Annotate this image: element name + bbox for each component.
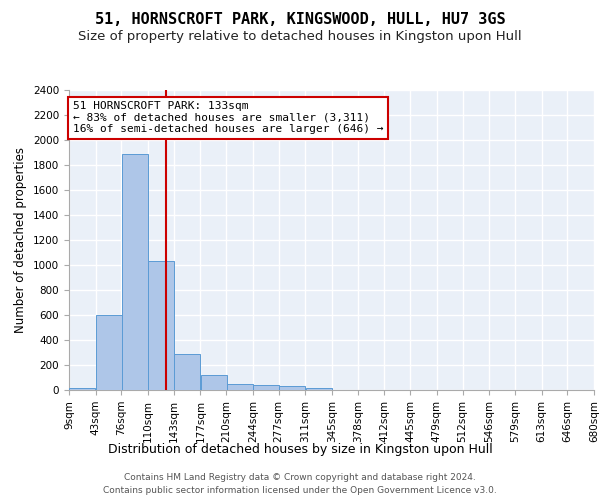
- Bar: [279, 386, 305, 390]
- Bar: [201, 375, 227, 390]
- Text: Contains public sector information licensed under the Open Government Licence v3: Contains public sector information licen…: [103, 486, 497, 495]
- Bar: [122, 154, 148, 390]
- Bar: [305, 388, 332, 390]
- Bar: [174, 354, 200, 390]
- Text: 51, HORNSCROFT PARK, KINGSWOOD, HULL, HU7 3GS: 51, HORNSCROFT PARK, KINGSWOOD, HULL, HU…: [95, 12, 505, 28]
- Text: Contains HM Land Registry data © Crown copyright and database right 2024.: Contains HM Land Registry data © Crown c…: [124, 472, 476, 482]
- Text: Size of property relative to detached houses in Kingston upon Hull: Size of property relative to detached ho…: [78, 30, 522, 43]
- Bar: [227, 384, 253, 390]
- Y-axis label: Number of detached properties: Number of detached properties: [14, 147, 28, 333]
- Bar: [96, 315, 122, 390]
- Bar: [253, 385, 279, 390]
- Text: Distribution of detached houses by size in Kingston upon Hull: Distribution of detached houses by size …: [107, 442, 493, 456]
- Text: 51 HORNSCROFT PARK: 133sqm
← 83% of detached houses are smaller (3,311)
16% of s: 51 HORNSCROFT PARK: 133sqm ← 83% of deta…: [73, 101, 383, 134]
- Bar: [148, 261, 175, 390]
- Bar: [70, 388, 95, 390]
